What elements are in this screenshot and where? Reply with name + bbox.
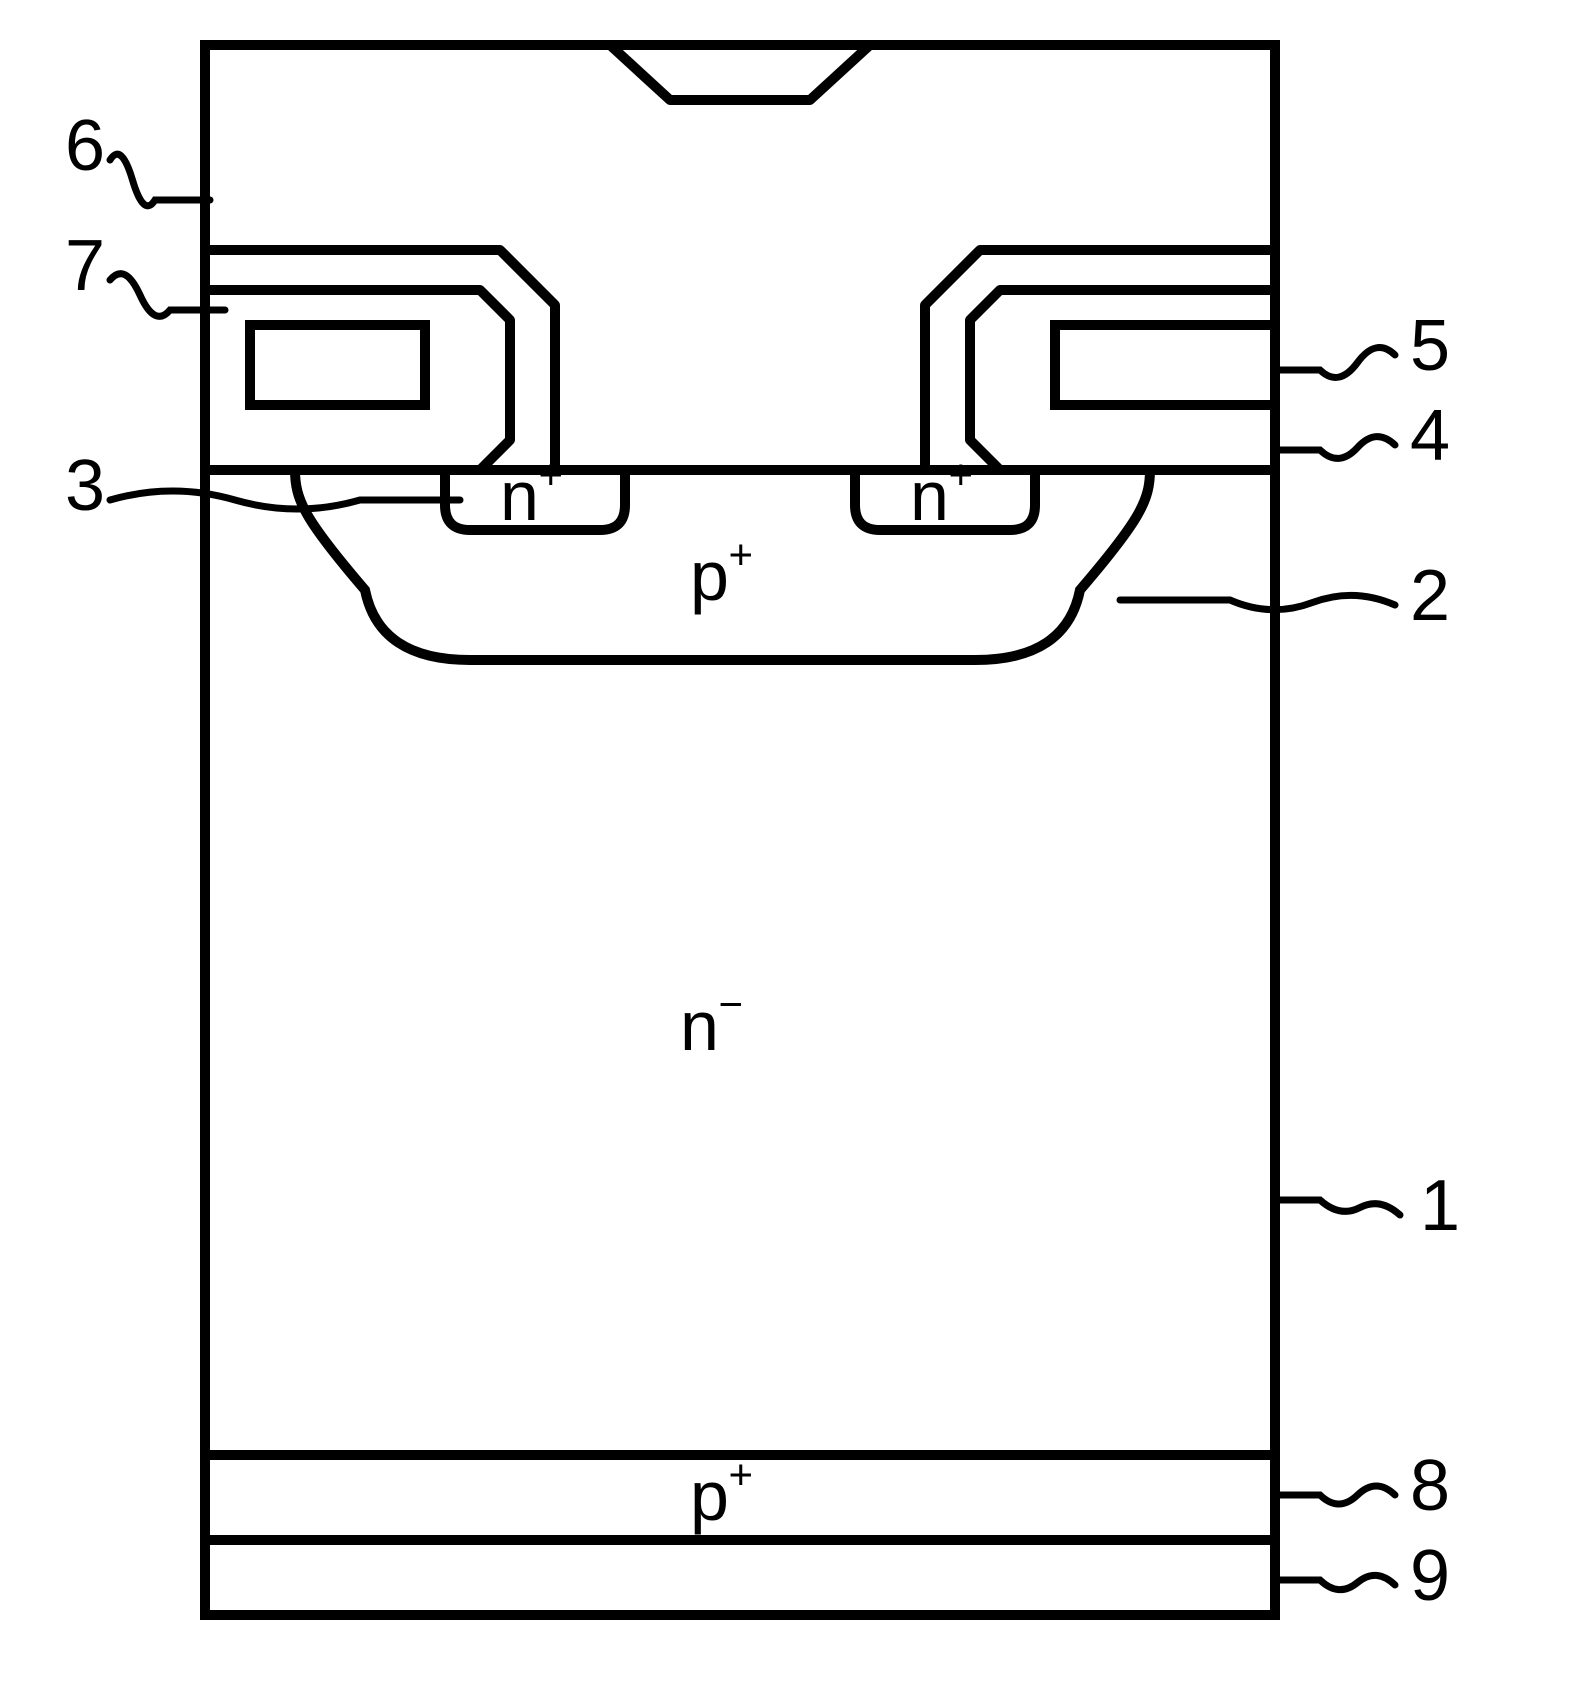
callout-6-leader: [110, 154, 210, 206]
callout-9: 9: [1280, 1536, 1450, 1616]
callout-6-number: 6: [65, 106, 105, 186]
callout-3-number: 3: [65, 446, 105, 526]
callout-2-number: 2: [1410, 556, 1450, 636]
callout-5-leader: [1275, 348, 1395, 378]
callout-4-leader: [1275, 437, 1395, 459]
callout-8-leader: [1280, 1486, 1395, 1504]
callout-5: 5: [1275, 306, 1450, 386]
svg-text:p: p: [690, 1457, 729, 1535]
svg-text:n: n: [910, 457, 949, 535]
callout-8: 8: [1280, 1446, 1450, 1526]
svg-text:n: n: [680, 987, 719, 1065]
svg-text:n: n: [500, 457, 539, 535]
svg-text:−: −: [719, 981, 744, 1028]
callout-5-number: 5: [1410, 306, 1450, 386]
callout-8-number: 8: [1410, 1446, 1450, 1526]
callout-1-leader: [1280, 1200, 1400, 1215]
callout-6: 6: [65, 106, 210, 206]
svg-text:+: +: [729, 1451, 754, 1498]
callout-9-number: 9: [1410, 1536, 1450, 1616]
callout-7-number: 7: [65, 226, 105, 306]
device-outline: [205, 45, 1275, 1615]
svg-text:+: +: [729, 531, 754, 578]
callout-9-leader: [1280, 1575, 1395, 1589]
callout-4: 4: [1275, 396, 1450, 476]
svg-text:p: p: [690, 537, 729, 615]
svg-text:+: +: [539, 451, 564, 498]
callout-1-number: 1: [1420, 1166, 1460, 1246]
callout-4-number: 4: [1410, 396, 1450, 476]
callout-1: 1: [1280, 1166, 1460, 1246]
svg-text:+: +: [949, 451, 974, 498]
